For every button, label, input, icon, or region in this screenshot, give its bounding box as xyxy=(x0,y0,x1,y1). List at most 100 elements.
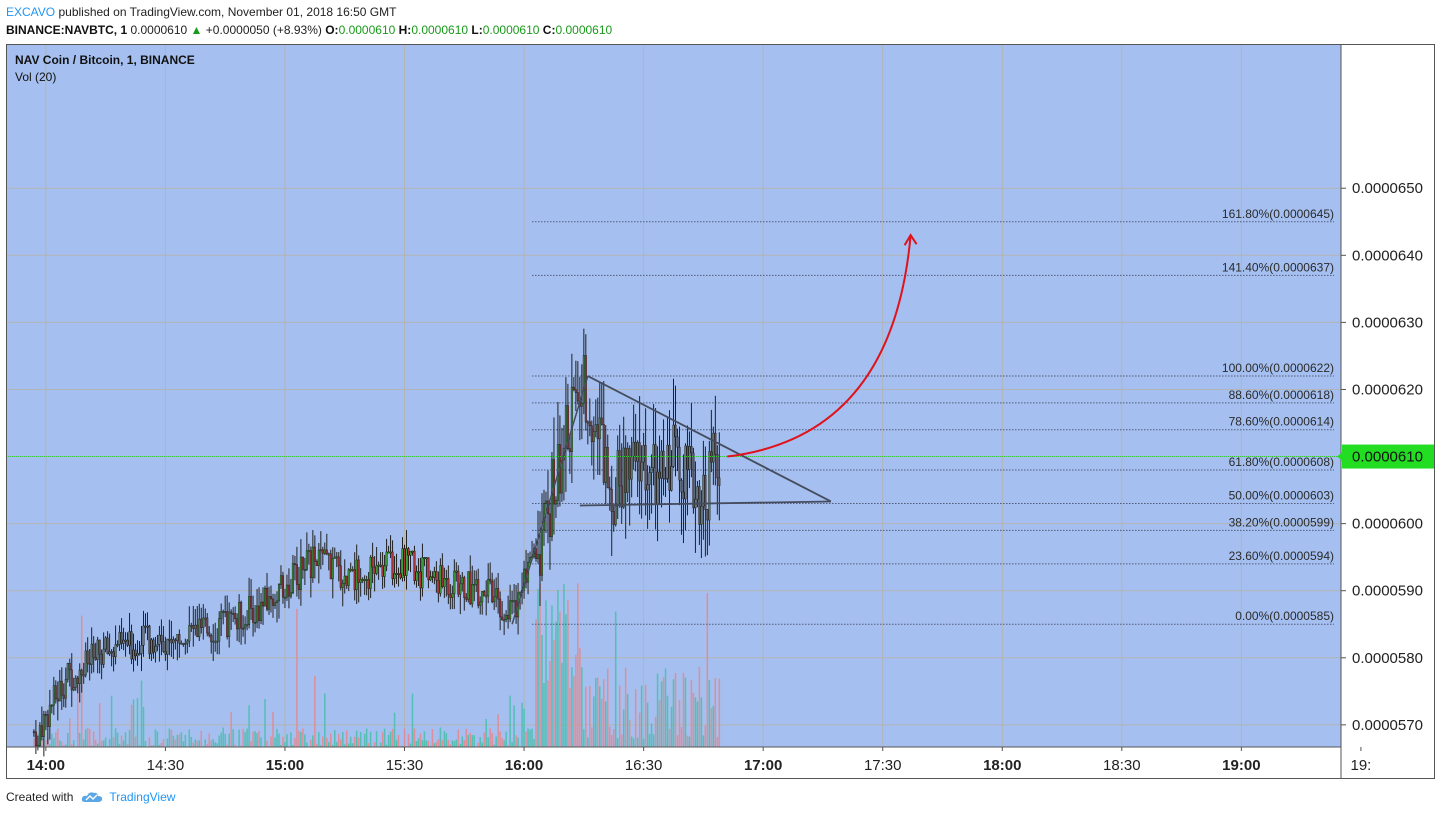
x-tick-label: 19: xyxy=(1350,757,1371,774)
candle-up xyxy=(190,625,193,627)
candle-up xyxy=(140,645,143,654)
volume-bar-up xyxy=(495,736,497,747)
high-value: 0.0000610 xyxy=(411,23,469,37)
volume-bar-up xyxy=(459,743,462,747)
volume-bar-down xyxy=(618,685,621,747)
volume-bar-up xyxy=(114,728,117,747)
price-chart[interactable]: 161.80%(0.0000645) 141.40%(0.0000637) 100.… xyxy=(6,44,1435,779)
volume-bar-up xyxy=(184,734,187,747)
candle-up xyxy=(146,625,149,628)
candle-up xyxy=(455,570,458,573)
volume-bar-down xyxy=(463,740,466,747)
volume-bar-down xyxy=(624,667,627,747)
volume-bar-down xyxy=(381,732,384,747)
volume-bar-down xyxy=(92,731,95,747)
x-tick-label: 18:00 xyxy=(983,757,1021,774)
volume-bar-up xyxy=(393,712,396,747)
volume-bar-up xyxy=(537,588,539,747)
volume-bar-up xyxy=(136,698,139,747)
volume-bar-up xyxy=(150,745,153,747)
candle-down xyxy=(162,641,165,652)
volume-bar-down xyxy=(196,740,199,747)
candle-up xyxy=(96,639,99,660)
volume-bar-down xyxy=(230,712,232,747)
volume-bar-down xyxy=(41,738,43,747)
chart-frame[interactable]: 161.80%(0.0000645) 141.40%(0.0000637) 100.… xyxy=(6,44,1435,779)
volume-bar-down xyxy=(226,744,228,747)
candle-down xyxy=(337,556,340,567)
author-link[interactable]: EXCAVO xyxy=(6,5,56,19)
candle-up xyxy=(198,618,201,638)
candle-up xyxy=(285,584,288,598)
candle-down xyxy=(588,421,591,427)
candle-up xyxy=(582,355,585,404)
candle-up xyxy=(467,571,470,600)
candle-up xyxy=(355,559,358,591)
candle-up xyxy=(214,640,217,643)
candle-down xyxy=(692,452,695,509)
volume-bar-up xyxy=(341,731,344,747)
candle-up xyxy=(311,546,314,579)
candle-down xyxy=(44,714,47,716)
candle-down xyxy=(293,563,296,566)
candle-up xyxy=(82,674,85,677)
volume-bar-up xyxy=(351,743,354,747)
volume-bar-up xyxy=(702,735,705,747)
volume-bar-down xyxy=(668,728,671,747)
candle-up xyxy=(114,644,117,657)
volume-bar-up xyxy=(142,706,145,747)
quote-line: BINANCE:NAVBTC, 1 0.0000610 ▲ +0.0000050… xyxy=(6,21,612,39)
volume-bar-down xyxy=(507,745,509,747)
volume-bar-up xyxy=(429,745,432,747)
footer: Created with TradingView xyxy=(6,790,175,804)
fib-label: 161.80%(0.0000645) xyxy=(1222,207,1334,221)
volume-bar-up xyxy=(517,737,519,747)
volume-bar-up xyxy=(238,729,240,747)
candle-up xyxy=(409,550,412,556)
candle-down xyxy=(690,446,693,454)
candle-down xyxy=(54,685,57,699)
volume-bar-up xyxy=(583,729,585,747)
last-price-tag xyxy=(1342,444,1434,469)
volume-bar-down xyxy=(106,745,109,747)
volume-bar-down xyxy=(120,735,123,747)
price-axis[interactable]: 0.0000650 0.0000640 0.0000630 0.0000620 0.00… xyxy=(1337,180,1434,734)
candle-up xyxy=(307,550,310,553)
drawings[interactable] xyxy=(6,233,1341,625)
volume-bar-up xyxy=(232,729,234,747)
candle-down xyxy=(192,625,195,629)
candle-down xyxy=(574,389,577,393)
candle-down xyxy=(628,448,631,480)
candle-down xyxy=(457,570,460,595)
volume-bar-down xyxy=(170,729,173,747)
candle-up xyxy=(475,579,478,585)
volume-bar-down xyxy=(628,719,631,747)
volume-bar-up xyxy=(593,696,595,747)
volume-bar-up xyxy=(333,730,336,747)
candle-down xyxy=(76,677,79,684)
volume-bar-up xyxy=(700,697,703,747)
tradingview-link[interactable]: TradingView xyxy=(109,790,176,804)
volume-bar-up xyxy=(248,705,250,747)
volume-bar-up xyxy=(172,735,175,747)
fib-levels[interactable]: 161.80%(0.0000645) 141.40%(0.0000637) 100.… xyxy=(532,207,1334,625)
volume-bar-down xyxy=(706,593,709,747)
candle-up xyxy=(122,639,125,644)
candle-down xyxy=(435,571,438,581)
candle-up xyxy=(78,669,81,684)
candle-up xyxy=(180,642,183,645)
frame-border xyxy=(6,44,1435,779)
volume-bar-up xyxy=(513,705,515,747)
projection-arrow xyxy=(727,235,912,458)
volume-bar-up xyxy=(415,741,418,747)
volume-bar-up xyxy=(533,738,535,747)
low-label: L: xyxy=(471,23,483,37)
volume-bar-up xyxy=(138,745,141,747)
candle-up xyxy=(529,557,532,563)
volume-bar-up xyxy=(555,621,557,747)
volume-bar-up xyxy=(244,731,246,747)
candle-up xyxy=(505,614,508,621)
time-axis[interactable]: 14:00 14:30 15:00 15:30 16:00 16:30 17:00 17:30… xyxy=(27,747,1372,774)
candle-up xyxy=(351,569,354,571)
volume-bar-up xyxy=(385,744,388,747)
